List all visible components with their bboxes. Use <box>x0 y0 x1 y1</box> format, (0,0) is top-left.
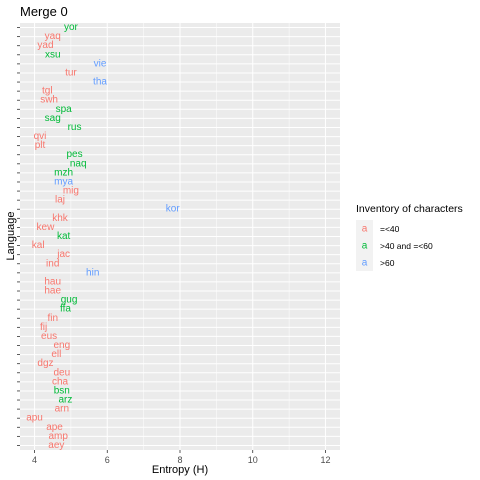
data-label-laj: laj <box>55 195 65 206</box>
data-label-ffa: ffa <box>60 304 71 315</box>
data-label-tur: tur <box>65 67 77 78</box>
legend: Inventory of characters a =<40 a >40 and =<… <box>356 203 463 271</box>
data-label-rus: rus <box>68 122 82 133</box>
data-label-tha: tha <box>93 77 107 88</box>
legend-label: >40 and =<60 <box>380 241 433 251</box>
x-tick-label: 12 <box>320 455 330 465</box>
legend-label: =<40 <box>380 224 400 234</box>
x-tick-label: 10 <box>248 455 258 465</box>
data-label-plt: plt <box>35 140 46 151</box>
legend-label: >60 <box>380 258 395 268</box>
y-axis-ticks <box>17 28 20 446</box>
data-label-xsu: xsu <box>45 49 61 60</box>
legend-glyph: a <box>362 224 368 235</box>
data-label-fin: fin <box>47 313 58 324</box>
data-label-hin: hin <box>86 267 99 278</box>
data-label-ind: ind <box>46 258 59 269</box>
x-axis-title: Entropy (H) <box>152 464 208 476</box>
data-label-dgz: dgz <box>37 358 53 369</box>
legend-glyph: a <box>362 241 368 252</box>
legend-glyph: a <box>362 258 368 269</box>
x-axis-ticks: 4 6 8 10 12 <box>32 450 330 465</box>
data-label-apu: apu <box>26 413 43 424</box>
x-tick-label: 4 <box>32 455 37 465</box>
data-label-vie: vie <box>94 58 107 69</box>
data-label-hae: hae <box>44 286 61 297</box>
data-label-kal: kal <box>32 240 45 251</box>
data-label-mig: mig <box>63 186 79 197</box>
chart-title: Merge 0 <box>20 4 68 19</box>
data-label-yor: yor <box>64 22 79 33</box>
x-tick-label: 6 <box>105 455 110 465</box>
legend-title: Inventory of characters <box>356 203 463 215</box>
data-label-aey: aey <box>48 440 64 451</box>
data-label-arn: arn <box>55 404 69 415</box>
data-label-kor: kor <box>166 204 181 215</box>
data-label-kew: kew <box>37 222 56 233</box>
data-label-kat: kat <box>57 231 71 242</box>
data-label-sag: sag <box>45 113 61 124</box>
y-axis-title: Language <box>5 212 17 261</box>
data-label-khk: khk <box>52 213 69 224</box>
